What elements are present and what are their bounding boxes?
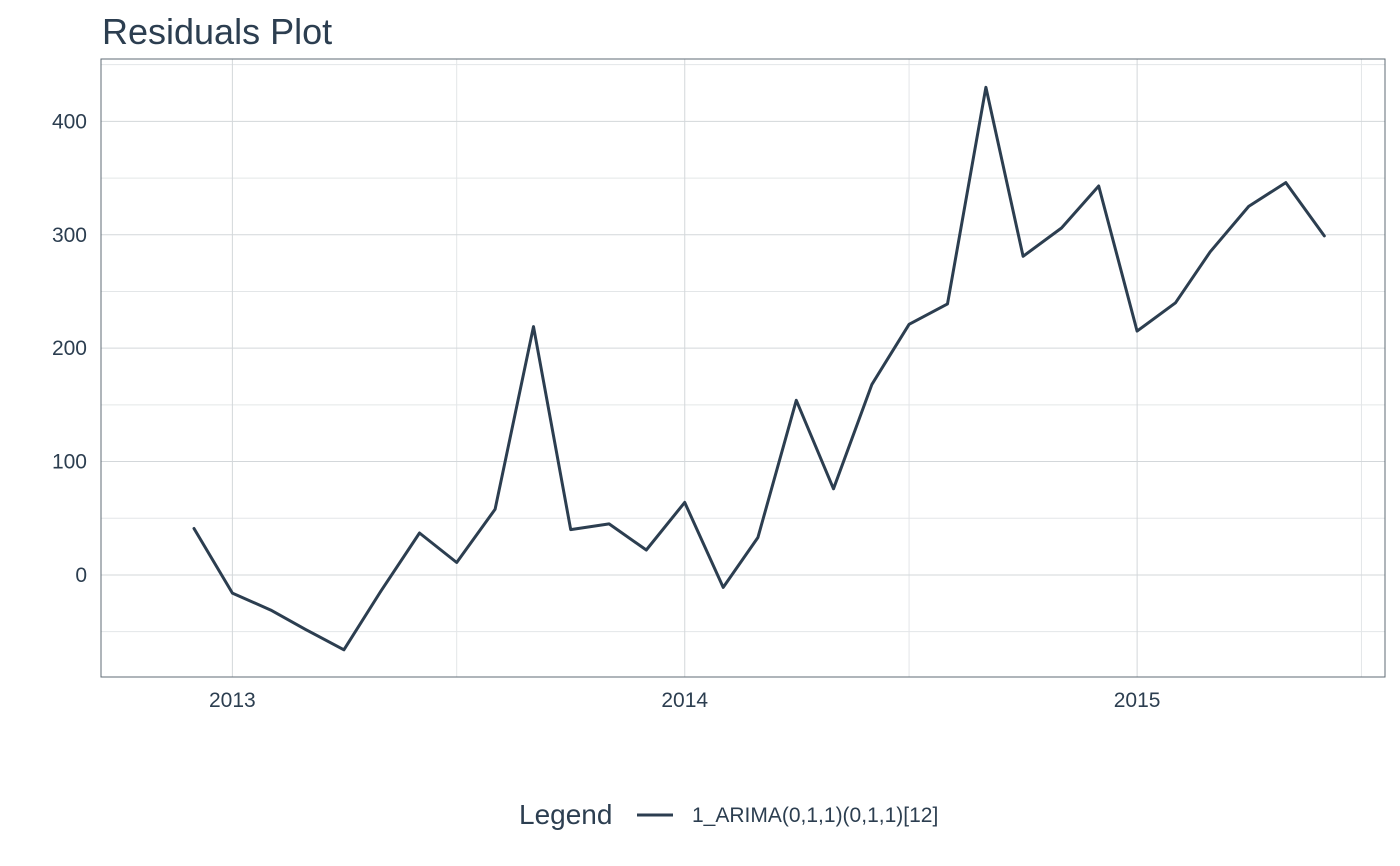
series-layer: [192, 85, 1326, 652]
x-tick-label: 2013: [209, 689, 256, 712]
y-axis-tick-labels: 0 100 200 300 400: [52, 110, 87, 587]
legend-title: Legend: [519, 799, 612, 830]
y-tick-label: 300: [52, 224, 87, 247]
y-tick-label: 400: [52, 110, 87, 133]
x-tick-label: 2014: [661, 689, 708, 712]
chart-title: Residuals Plot: [102, 11, 332, 52]
plot-panel-border: [100, 58, 1386, 678]
legend-label-series-1: 1_ARIMA(0,1,1)(0,1,1)[12]: [692, 804, 938, 827]
major-gridlines: [101, 59, 1385, 677]
x-tick-label: 2015: [1114, 689, 1161, 712]
y-tick-label: 200: [52, 337, 87, 360]
y-tick-label: 100: [52, 451, 87, 474]
x-axis-tick-labels: 2013 2014 2015: [209, 689, 1160, 712]
series-line-1: [192, 85, 1326, 652]
y-tick-label: 0: [75, 564, 87, 587]
minor-gridlines: [101, 59, 1385, 677]
legend: Legend 1_ARIMA(0,1,1)(0,1,1)[12]: [519, 799, 938, 830]
